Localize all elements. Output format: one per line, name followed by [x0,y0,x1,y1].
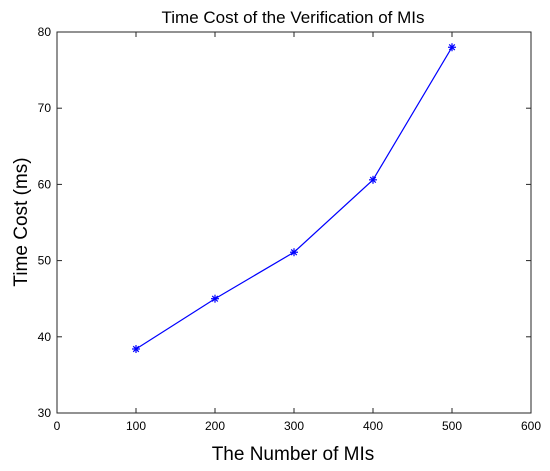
x-tick-label: 300 [284,419,304,433]
y-tick-label: 60 [38,177,52,191]
x-tick-label: 200 [205,419,225,433]
series-line [135,46,453,350]
plot-area-frame [56,31,532,414]
data-point-marker [211,294,219,303]
x-tick-label: 0 [54,419,61,433]
plot-layer [132,43,456,353]
y-axis-label: Time Cost (ms) [11,157,32,286]
x-tick-label: 400 [363,419,383,433]
data-point-marker [132,344,140,353]
y-tick-label: 50 [38,254,52,268]
x-tick-label: 100 [126,419,146,433]
chart-title: Time Cost of the Verification of MIs [162,8,425,27]
data-point-marker [290,248,298,257]
y-tick-label: 30 [38,406,52,420]
x-tick-label: 500 [442,419,462,433]
y-tick-label: 70 [38,101,52,115]
ticks-layer: 0 100 200 300 400 500 600 30 40 50 60 70 80 [38,25,542,433]
data-point-marker [448,43,456,52]
x-tick-label: 600 [521,419,541,433]
x-axis-label: The Number of MIs [212,444,375,465]
data-point-marker [369,175,377,184]
y-tick-label: 40 [38,330,52,344]
y-tick-label: 80 [38,25,52,39]
